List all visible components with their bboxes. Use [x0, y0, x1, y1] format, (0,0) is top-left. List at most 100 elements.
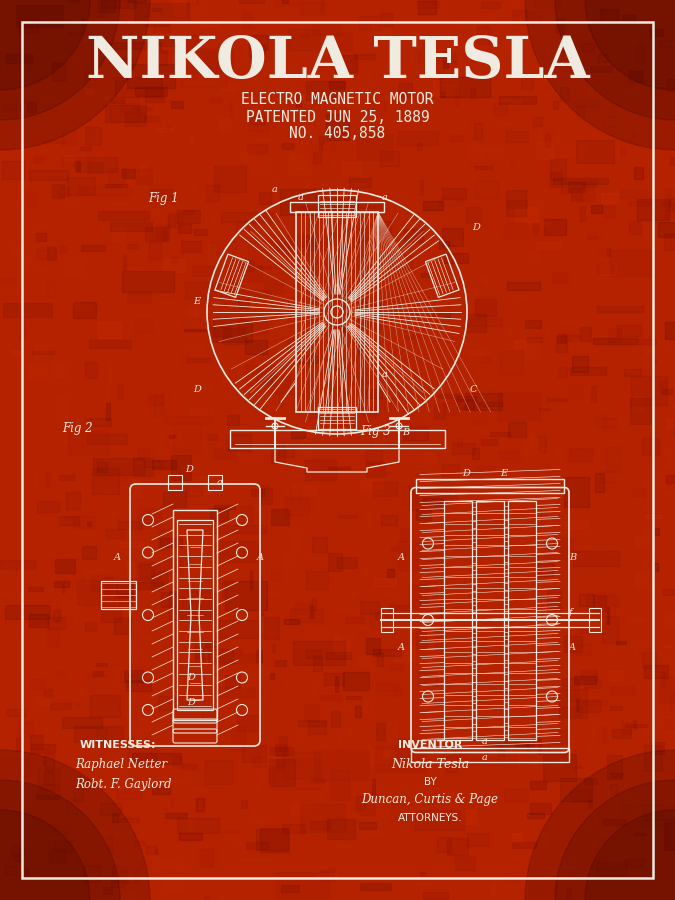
Bar — [601, 193, 618, 203]
Bar — [533, 860, 547, 872]
Bar — [512, 832, 522, 842]
Text: f: f — [569, 608, 572, 617]
Bar — [238, 299, 249, 309]
Bar — [601, 616, 618, 643]
Bar — [210, 508, 228, 521]
Bar — [145, 89, 165, 102]
Bar — [670, 157, 675, 165]
Bar — [611, 773, 622, 778]
Bar — [271, 384, 278, 387]
Bar — [109, 835, 112, 852]
Bar — [331, 256, 340, 262]
Bar — [68, 0, 78, 2]
Bar — [644, 665, 668, 679]
Bar — [581, 597, 584, 608]
Bar — [439, 601, 456, 618]
Bar — [256, 622, 262, 632]
Bar — [616, 641, 626, 644]
Bar — [669, 198, 675, 212]
Bar — [597, 213, 620, 223]
Bar — [305, 460, 336, 480]
Bar — [606, 447, 620, 473]
Bar — [633, 396, 643, 410]
Bar — [568, 182, 585, 192]
Bar — [59, 186, 69, 196]
Bar — [47, 282, 55, 297]
Bar — [335, 637, 350, 654]
Bar — [486, 536, 513, 550]
Bar — [171, 639, 174, 652]
Bar — [573, 644, 591, 654]
Bar — [163, 558, 184, 572]
Bar — [80, 148, 91, 150]
Bar — [156, 225, 170, 239]
Bar — [443, 253, 468, 263]
Bar — [421, 871, 425, 876]
Bar — [49, 617, 65, 629]
Bar — [510, 160, 514, 164]
Bar — [344, 328, 352, 332]
Bar — [549, 730, 566, 744]
Bar — [93, 670, 103, 676]
Bar — [97, 462, 107, 472]
Bar — [418, 672, 437, 685]
Bar — [361, 480, 382, 489]
Bar — [304, 125, 314, 138]
Bar — [123, 184, 126, 190]
Bar — [160, 538, 182, 547]
Bar — [36, 233, 46, 240]
Bar — [98, 212, 149, 220]
Bar — [475, 123, 482, 139]
Bar — [187, 0, 198, 4]
Bar — [333, 634, 338, 651]
Bar — [435, 629, 448, 647]
Bar — [236, 221, 255, 230]
Bar — [308, 721, 325, 734]
Bar — [76, 274, 80, 292]
Bar — [454, 396, 476, 401]
Bar — [12, 351, 20, 355]
Bar — [446, 580, 462, 584]
Bar — [201, 849, 213, 866]
Bar — [263, 755, 280, 764]
Bar — [149, 395, 163, 404]
Bar — [16, 738, 20, 751]
Bar — [442, 464, 459, 478]
Text: D: D — [193, 385, 201, 394]
Bar — [603, 206, 615, 217]
Bar — [145, 68, 190, 77]
Bar — [184, 210, 194, 213]
Bar — [173, 35, 198, 50]
Bar — [275, 743, 286, 757]
Bar — [375, 612, 388, 618]
Bar — [390, 663, 403, 670]
Bar — [144, 116, 159, 122]
Bar — [590, 742, 592, 748]
Bar — [196, 644, 210, 658]
Bar — [313, 536, 327, 552]
Bar — [324, 673, 344, 686]
Bar — [76, 580, 115, 606]
Bar — [674, 394, 675, 405]
Bar — [638, 339, 656, 344]
Bar — [276, 761, 283, 770]
Bar — [270, 235, 315, 250]
Circle shape — [555, 0, 675, 120]
Bar — [368, 100, 385, 110]
Bar — [87, 522, 90, 526]
Bar — [215, 541, 259, 562]
Bar — [270, 747, 293, 755]
Bar — [284, 619, 299, 624]
Bar — [650, 30, 663, 36]
Bar — [583, 626, 588, 629]
Bar — [59, 475, 74, 480]
Bar — [522, 554, 539, 565]
Bar — [235, 290, 270, 296]
Bar — [456, 88, 459, 104]
Bar — [555, 19, 564, 32]
Bar — [551, 545, 556, 563]
Bar — [541, 597, 559, 610]
Bar — [559, 47, 564, 52]
Bar — [45, 754, 54, 771]
Bar — [138, 508, 161, 527]
